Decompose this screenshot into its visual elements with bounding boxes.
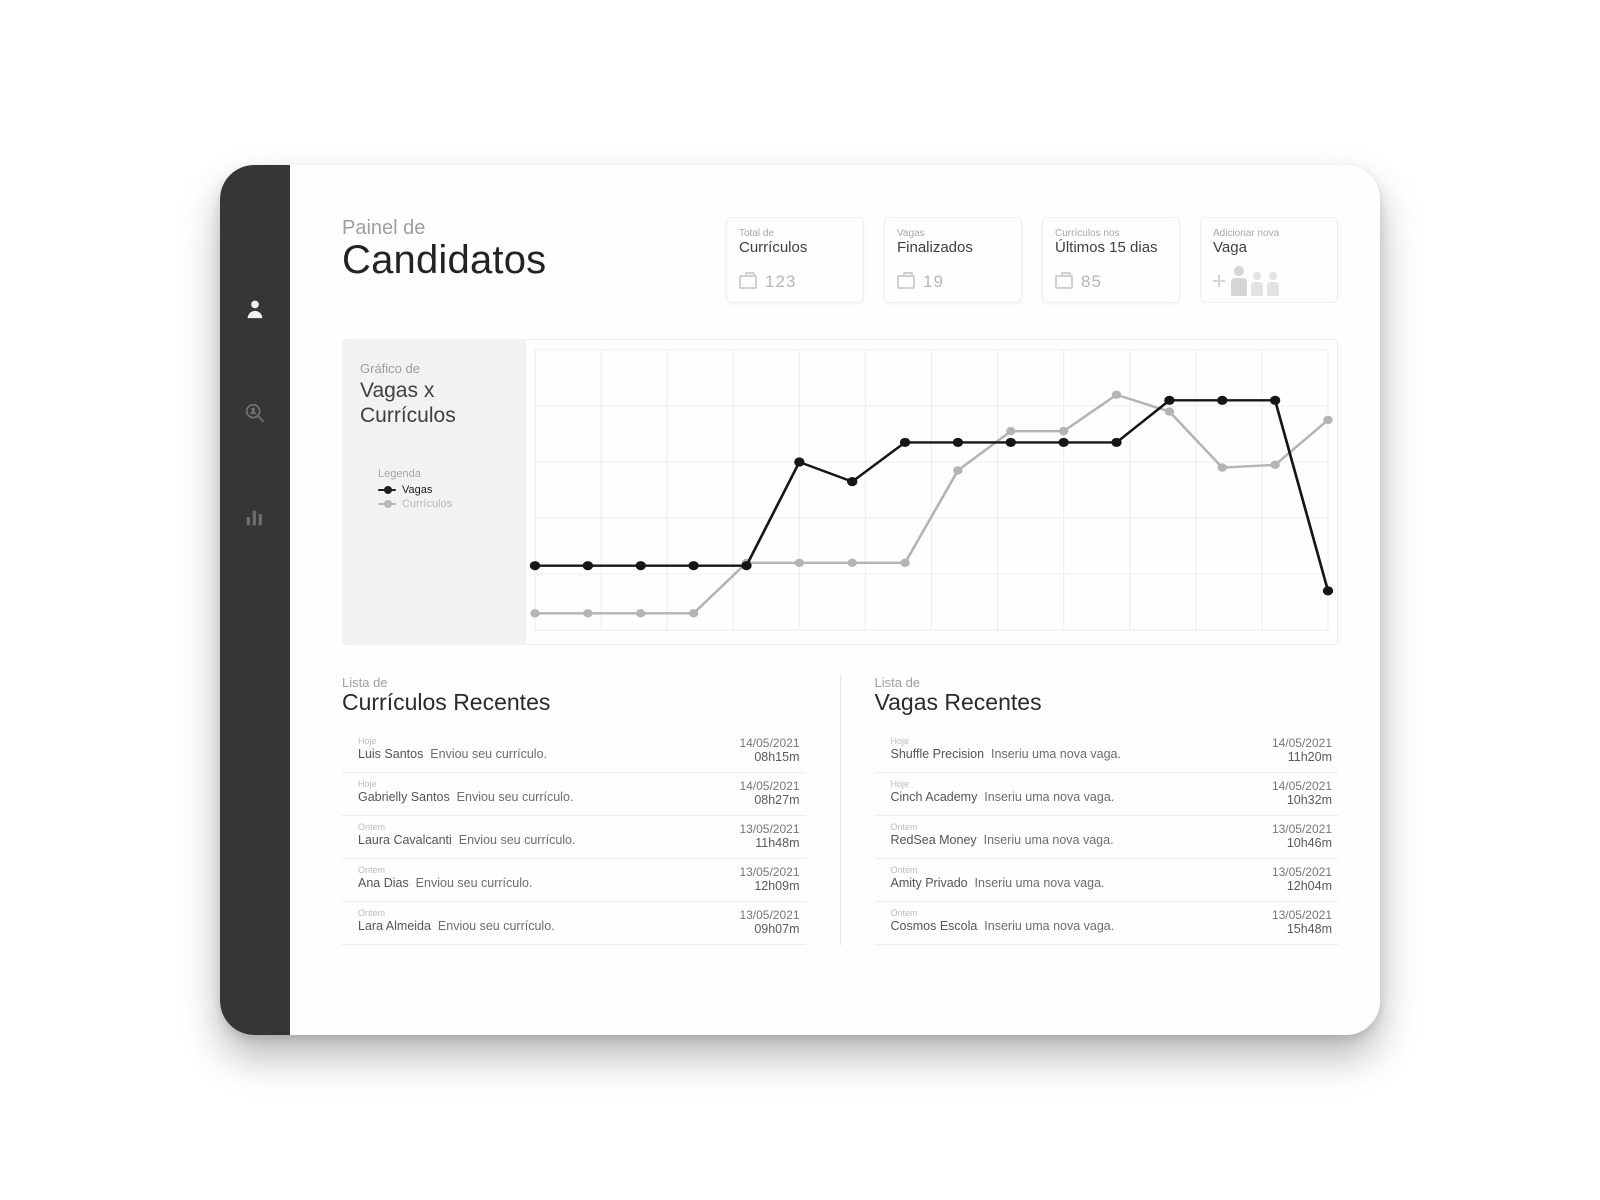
sidebar: [220, 165, 290, 1035]
card-vagas-finalizados[interactable]: Vagas Finalizados 19: [884, 217, 1022, 303]
page-title: Painel de Candidatos: [342, 217, 546, 283]
chart-legend-panel: Gráfico de Vagas x Currículos Legenda Va…: [342, 339, 526, 645]
list-row[interactable]: Ontem Lara Almeida Enviou seu currículo.…: [342, 902, 806, 945]
main-panel: Painel de Candidatos Total de Currículos…: [290, 165, 1380, 1035]
briefcase-icon: [897, 275, 915, 289]
nav-stats-icon[interactable]: [241, 503, 269, 531]
list-row[interactable]: Ontem Cosmos Escola Inseriu uma nova vag…: [875, 902, 1339, 945]
nav-candidates-icon[interactable]: [241, 295, 269, 323]
list-row[interactable]: Ontem RedSea Money Inseriu uma nova vaga…: [875, 816, 1339, 859]
recent-lists: Lista de Currículos Recentes Hoje Luis S…: [342, 675, 1338, 945]
list-row[interactable]: Hoje Gabrielly Santos Enviou seu currícu…: [342, 773, 806, 816]
legend-item-vagas: Vagas: [378, 484, 508, 496]
list-row[interactable]: Hoje Shuffle Precision Inseriu uma nova …: [875, 730, 1339, 773]
list-vagas: Lista de Vagas Recentes Hoje Shuffle Pre…: [840, 675, 1339, 945]
list-row[interactable]: Ontem Laura Cavalcanti Enviou seu curríc…: [342, 816, 806, 859]
list-row[interactable]: Ontem Amity Privado Inseriu uma nova vag…: [875, 859, 1339, 902]
list-curriculos: Lista de Currículos Recentes Hoje Luis S…: [342, 675, 840, 945]
nav-search-person-icon[interactable]: [241, 399, 269, 427]
briefcase-icon: [739, 275, 757, 289]
card-total-curriculos[interactable]: Total de Currículos 123: [726, 217, 864, 303]
list-row[interactable]: Hoje Cinch Academy Inseriu uma nova vaga…: [875, 773, 1339, 816]
legend-item-curriculos: Currículos: [378, 498, 508, 510]
card-ultimos-15[interactable]: Currículos nos Últimos 15 dias 85: [1042, 217, 1180, 303]
list-row[interactable]: Hoje Luis Santos Enviou seu currículo. 1…: [342, 730, 806, 773]
page-title-kicker: Painel de: [342, 217, 546, 240]
dashboard-frame: Painel de Candidatos Total de Currículos…: [220, 165, 1380, 1035]
plus-icon: [1213, 275, 1225, 287]
stat-cards: Total de Currículos 123 Vagas Finalizado…: [726, 217, 1338, 303]
briefcase-icon: [1055, 275, 1073, 289]
chart-section: Gráfico de Vagas x Currículos Legenda Va…: [342, 339, 1338, 645]
card-add-vaga[interactable]: Adicionar nova Vaga: [1200, 217, 1338, 303]
page-title-text: Candidatos: [342, 238, 546, 283]
chart-canvas: [526, 339, 1338, 645]
people-icon: [1213, 266, 1325, 296]
list-row[interactable]: Ontem Ana Dias Enviou seu currículo. 13/…: [342, 859, 806, 902]
